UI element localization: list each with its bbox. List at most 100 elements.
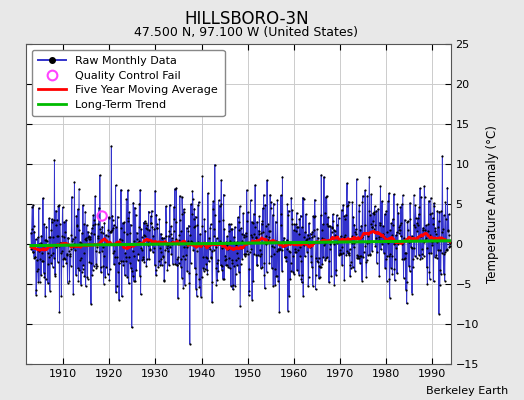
Point [116,258,125,264]
Point [112,224,121,230]
Point [207,254,215,260]
Point [355,202,364,209]
Point [320,236,328,242]
Point [439,270,447,277]
Point [214,257,222,263]
Point [250,231,258,238]
Point [214,268,222,274]
Point [260,272,269,278]
Point [113,254,122,260]
Point [291,249,299,255]
Point [55,202,63,208]
Point [244,250,253,257]
Point [267,253,276,259]
Point [241,252,249,259]
Point [32,291,40,298]
Point [118,236,126,243]
Point [443,228,452,234]
Point [417,194,425,200]
Point [376,219,384,226]
Point [59,263,68,269]
Point [433,208,442,214]
Point [370,211,378,218]
Point [160,277,169,283]
Point [236,260,245,267]
Point [155,239,163,245]
Point [104,214,113,220]
Point [224,246,232,253]
Point [279,240,288,246]
Point [242,232,250,239]
Point [365,208,373,214]
Point [323,221,331,227]
Point [446,240,454,246]
Point [150,226,159,232]
Point [354,255,362,261]
Point [149,244,158,251]
Point [208,299,216,306]
Point [158,262,166,268]
Point [270,250,279,257]
Point [151,267,160,273]
Point [283,307,292,314]
Point [373,259,381,266]
Point [412,254,421,261]
Point [216,262,225,269]
Point [383,253,391,259]
Point [117,225,126,232]
Point [297,257,305,264]
Point [238,256,246,262]
Point [107,228,115,235]
Point [440,212,448,218]
Point [432,231,440,238]
Point [442,246,451,253]
Point [99,244,107,250]
Point [43,280,52,286]
Point [129,273,137,280]
Point [242,230,250,236]
Point [347,264,355,271]
Point [283,246,291,252]
Point [215,240,224,247]
Point [337,251,345,258]
Point [171,218,180,225]
Point [122,196,130,202]
Point [366,251,374,258]
Point [124,187,132,193]
Point [390,266,399,272]
Point [409,256,417,262]
Point [263,236,271,243]
Point [193,222,202,228]
Point [322,193,331,199]
Point [400,256,409,262]
Point [401,250,410,256]
Point [431,228,439,234]
Point [49,250,57,256]
Point [140,218,149,224]
Point [369,226,378,232]
Point [78,265,86,272]
Point [253,218,261,225]
Point [78,230,86,236]
Point [149,233,157,239]
Point [328,225,336,231]
Point [285,292,293,299]
Point [72,272,80,278]
Point [229,282,237,288]
Point [326,241,334,247]
Point [88,225,96,231]
Point [258,263,266,270]
Point [275,308,283,315]
Point [395,226,403,233]
Point [385,190,393,196]
Point [343,248,352,254]
Point [68,238,77,244]
Point [114,240,122,246]
Point [329,218,337,224]
Point [328,223,336,230]
Point [98,213,106,219]
Point [260,285,269,292]
Point [300,242,309,248]
Point [341,232,349,238]
Point [170,204,178,210]
